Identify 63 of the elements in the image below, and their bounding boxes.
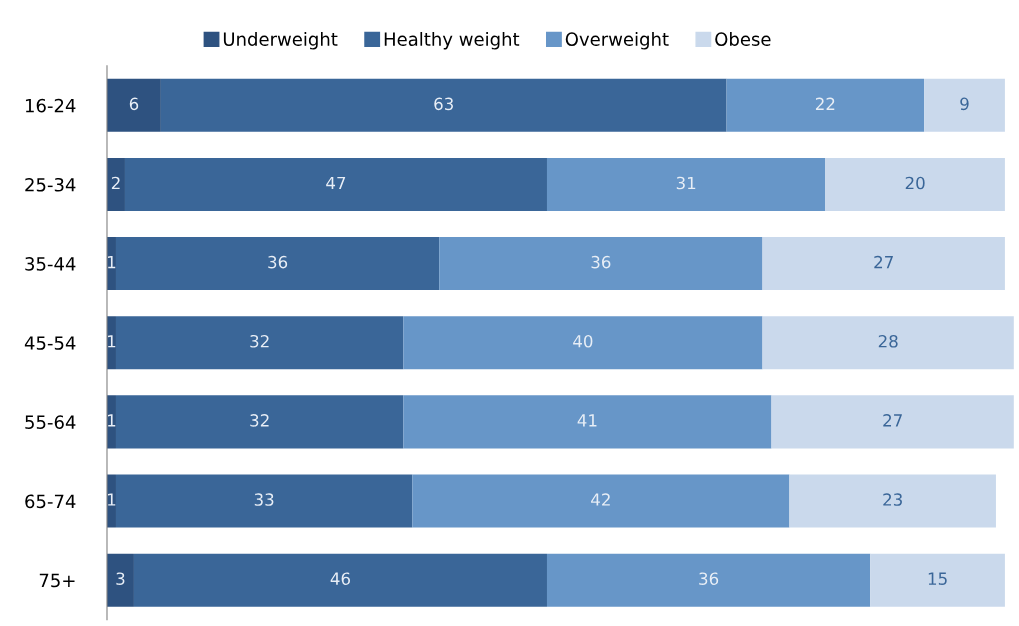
data-label: 27 — [874, 255, 893, 269]
y-tick-label: 45-54 — [24, 336, 76, 350]
y-tick-label: 75+ — [39, 573, 75, 588]
y-tick-label: 25-34 — [25, 177, 76, 192]
data-label: 1 — [108, 256, 116, 269]
data-label: 20 — [905, 176, 925, 190]
bar — [870, 553, 1005, 607]
data-label: 28 — [878, 334, 898, 348]
bar — [762, 316, 1014, 370]
bar — [403, 316, 763, 370]
data-label: 41 — [577, 414, 597, 427]
y-tick-label: 65-74 — [25, 494, 76, 509]
bar — [924, 78, 1005, 132]
bar — [726, 78, 925, 132]
legend-label: Underweight — [223, 32, 338, 50]
data-label: 27 — [883, 414, 902, 427]
legend-label: Healthy weight — [384, 32, 520, 50]
y-tick-label: 35-44 — [25, 257, 76, 271]
data-label: 31 — [676, 176, 696, 190]
bar — [107, 78, 161, 132]
bar — [124, 157, 547, 211]
bar — [762, 237, 1005, 291]
data-label: 1 — [108, 493, 116, 506]
legend-label: Overweight — [565, 32, 669, 50]
data-label: 9 — [960, 97, 969, 111]
bar — [546, 553, 871, 607]
data-label: 23 — [883, 493, 902, 506]
data-label: 36 — [591, 255, 611, 269]
data-label: 40 — [573, 334, 593, 348]
bar — [771, 395, 1014, 449]
data-label: 6 — [129, 97, 139, 111]
bar — [115, 395, 404, 449]
bar — [115, 237, 440, 291]
data-label: 42 — [591, 493, 610, 506]
bar — [115, 474, 413, 528]
bar — [403, 395, 772, 449]
legend-label: Obese — [715, 32, 771, 46]
bar — [160, 78, 727, 132]
bar — [412, 474, 790, 528]
data-label: 1 — [108, 414, 116, 427]
data-label: 15 — [928, 572, 947, 585]
y-tick-label: 16-24 — [25, 98, 76, 113]
data-label: 22 — [815, 97, 835, 110]
bar — [825, 157, 1005, 211]
data-label: 63 — [434, 97, 453, 111]
bar — [115, 316, 404, 370]
bar — [133, 553, 547, 607]
data-label: 33 — [254, 493, 274, 506]
data-label: 32 — [250, 414, 269, 427]
bar — [546, 157, 826, 211]
data-label: 36 — [268, 255, 288, 269]
data-label: 1 — [108, 335, 116, 348]
bar — [107, 157, 125, 211]
bar — [107, 553, 134, 607]
bar — [789, 474, 996, 528]
bar — [439, 237, 763, 291]
data-label: 36 — [699, 572, 719, 585]
data-label: 46 — [330, 572, 351, 585]
data-label: 2 — [111, 176, 120, 190]
data-label: 3 — [116, 572, 125, 585]
data-label: 32 — [250, 334, 269, 348]
y-tick-label: 55-64 — [25, 415, 76, 429]
data-label: 47 — [326, 176, 346, 190]
